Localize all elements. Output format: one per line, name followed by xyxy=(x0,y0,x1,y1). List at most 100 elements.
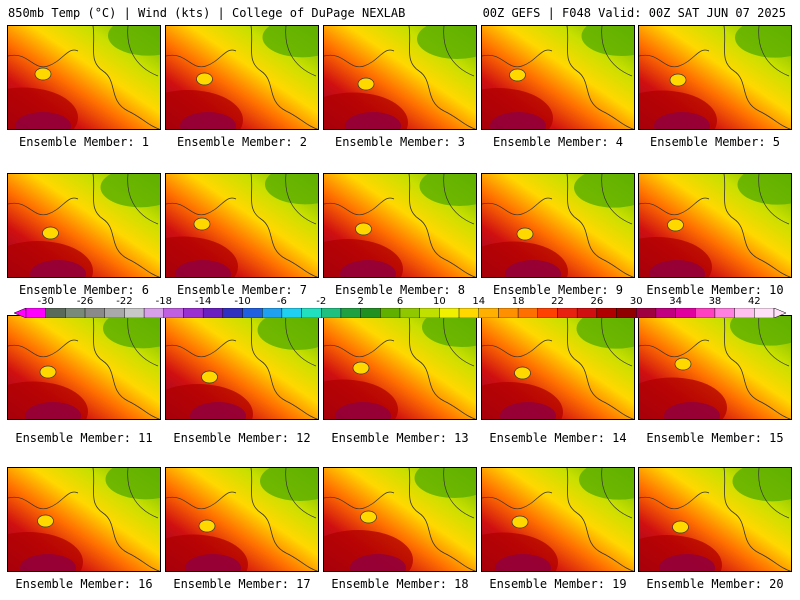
colorbar-swatch xyxy=(498,308,519,318)
terrain-contour xyxy=(672,520,689,534)
cool-region xyxy=(414,468,476,498)
colorbar-tick-label: 30 xyxy=(629,296,643,307)
border-line xyxy=(443,468,475,519)
coastline xyxy=(92,26,160,129)
colorbar-swatch xyxy=(321,308,342,318)
cool-region xyxy=(737,174,791,205)
coastline xyxy=(250,316,318,419)
colorbar-swatch xyxy=(143,308,164,318)
coastline xyxy=(723,174,791,277)
colorbar-swatch xyxy=(596,308,617,318)
colorbar-swatch xyxy=(301,308,322,318)
terrain-contour xyxy=(355,222,372,236)
ensemble-member-label: Ensemble Member: 3 xyxy=(334,135,466,149)
colorbar-tick-label: -30 xyxy=(37,296,54,307)
terrain-contour xyxy=(201,370,218,384)
border-line xyxy=(127,316,159,367)
hot-core xyxy=(25,402,81,419)
model-valid-time: 00Z GEFS | F048 Valid: 00Z SAT JUN 07 20… xyxy=(482,6,786,20)
border-line xyxy=(166,197,237,216)
border-line xyxy=(601,468,633,519)
coastline xyxy=(566,26,634,129)
ensemble-member-label: Ensemble Member: 9 xyxy=(492,283,624,297)
terrain-contour xyxy=(37,514,54,528)
terrain-contour xyxy=(39,365,57,379)
cool-region xyxy=(422,316,476,347)
colorbar-right-arrow xyxy=(773,308,786,318)
ensemble-member-label: Ensemble Member: 12 xyxy=(173,431,311,445)
ensemble-member-label: Ensemble Member: 6 xyxy=(18,283,150,297)
cool-region xyxy=(103,316,160,349)
ensemble-map-panel xyxy=(7,173,161,278)
ensemble-member-label: Ensemble Member: 2 xyxy=(176,135,308,149)
hot-core xyxy=(490,112,546,129)
border-line xyxy=(166,491,237,510)
ensemble-map-panel xyxy=(323,173,477,278)
border-line xyxy=(324,491,395,510)
terrain-contour xyxy=(669,73,687,87)
colorbar-swatch xyxy=(576,308,598,318)
coastline xyxy=(408,468,476,571)
temperature-field-map xyxy=(324,316,476,419)
cool-region xyxy=(574,174,634,208)
terrain-contour xyxy=(511,515,529,529)
colorbar-tick-label: 34 xyxy=(669,296,682,307)
colorbar-tick-label: -18 xyxy=(155,296,172,307)
hot-core xyxy=(495,554,551,571)
border-line xyxy=(443,316,475,367)
border-line xyxy=(443,26,475,77)
border-line xyxy=(482,491,553,510)
border-line xyxy=(443,174,475,225)
colorbar-tick-label: 18 xyxy=(511,296,525,307)
colorbar-swatch xyxy=(84,308,105,318)
colorbar-swatch xyxy=(714,308,735,318)
ensemble-member-label: Ensemble Member: 18 xyxy=(331,577,469,591)
border-line xyxy=(639,197,710,216)
ensemble-map-panel xyxy=(481,25,635,130)
colorbar-tick-label: 14 xyxy=(472,296,486,307)
hot-core xyxy=(185,554,241,571)
ensemble-map-panel xyxy=(165,315,319,420)
ensemble-member-label: Ensemble Member: 1 xyxy=(18,135,150,149)
colorbar-tick-label: -10 xyxy=(234,296,251,307)
terrain-contour xyxy=(34,67,52,81)
ensemble-member-label: Ensemble Member: 14 xyxy=(489,431,627,445)
colorbar-tick-label: 2 xyxy=(357,296,364,307)
coastline xyxy=(723,468,791,571)
ensemble-member-label: Ensemble Member: 8 xyxy=(334,283,466,297)
colorbar-swatch xyxy=(25,308,46,318)
ensemble-map-panel xyxy=(638,467,792,572)
border-line xyxy=(601,316,633,367)
colorbar-tick-label: -2 xyxy=(316,296,327,307)
colorbar-tick-label: 10 xyxy=(432,296,446,307)
coastline xyxy=(92,174,160,277)
temperature-colorbar: -30 -26 -22 -18 -14 -10 -6 -2 2 6 10 14 18 22 26 30 34 38… xyxy=(14,296,786,320)
colorbar-swatch xyxy=(636,308,657,318)
hot-core xyxy=(345,112,401,129)
coastline xyxy=(408,26,476,129)
ensemble-map-panel xyxy=(638,25,792,130)
ensemble-member-label: Ensemble Member: 5 xyxy=(649,135,781,149)
temperature-field-map xyxy=(8,468,160,571)
terrain-contour xyxy=(196,72,213,86)
temperature-field-map xyxy=(639,174,791,277)
ensemble-member-label: Ensemble Member: 15 xyxy=(646,431,784,445)
colorbar-swatch xyxy=(340,308,361,318)
temperature-field-map xyxy=(324,468,476,571)
ensemble-map-panel xyxy=(165,467,319,572)
border-line xyxy=(639,339,710,358)
cool-region xyxy=(730,316,791,346)
temperature-field-map xyxy=(324,174,476,277)
terrain-contour xyxy=(352,361,370,375)
border-line xyxy=(601,174,633,225)
colorbar-swatch xyxy=(419,308,440,318)
border-line xyxy=(285,468,317,519)
border-line xyxy=(8,339,79,358)
coastline xyxy=(723,26,791,129)
border-line xyxy=(324,339,395,358)
hot-core xyxy=(30,260,86,277)
coastline xyxy=(566,468,634,571)
terrain-contour xyxy=(198,519,216,533)
border-line xyxy=(758,468,790,519)
cool-region xyxy=(579,468,634,500)
